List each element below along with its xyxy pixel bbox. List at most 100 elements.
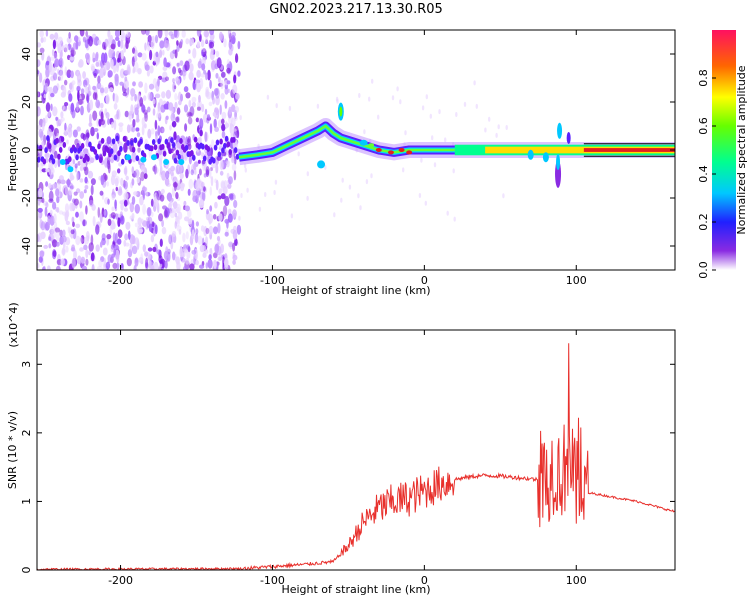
spectrogram-noise-blob <box>120 215 125 225</box>
spectrogram-noise-blob <box>147 216 153 225</box>
spectrogram-noise-blob <box>214 243 219 254</box>
spectrogram-noise-blob <box>126 31 131 38</box>
spectrogram-noise-blob <box>141 117 146 127</box>
spectrogram-noise-blob <box>74 35 79 42</box>
spectrogram-noise-blob <box>132 81 136 87</box>
spectrogram-noise-blob <box>136 132 141 138</box>
spectrogram-noise-blob <box>180 182 183 187</box>
spectrogram-noise-blob <box>156 190 162 201</box>
spectrogram-noise-blob <box>203 173 207 178</box>
spectrogram-noise-blob <box>67 226 71 234</box>
spectrogram-noise-blob <box>120 177 124 186</box>
spectrogram-noise-blob <box>232 252 236 258</box>
spectrogram-noise-blob <box>117 40 121 48</box>
spectrogram-noise-blob <box>169 200 173 206</box>
spectrogram-noise-blob <box>55 241 60 247</box>
spectrogram-noise-blob <box>169 124 172 131</box>
spectrogram-noise-blob <box>119 68 125 79</box>
spectrogram-noise-blob <box>138 81 144 88</box>
snr-frame <box>36 329 676 571</box>
spectrogram-noise-blob <box>55 116 58 121</box>
spectrogram-band-blob <box>184 144 189 151</box>
spectrogram-noise-blob <box>159 40 165 49</box>
spectrogram-band-blob <box>73 147 78 154</box>
spectrogram-noise-blob <box>125 221 131 230</box>
spectrogram-feature <box>542 152 549 163</box>
spectrogram-noise-blob <box>207 69 211 81</box>
spectrogram-noise-blob <box>95 69 100 74</box>
spectrogram-noise-blob <box>181 30 186 38</box>
spectrogram-noise-blob <box>224 257 229 268</box>
spectrogram-noise-blob <box>184 123 188 132</box>
spectrogram-noise-blob <box>54 227 61 233</box>
spectrogram-noise-blob <box>162 49 165 56</box>
spectrogram-noise-blob <box>170 165 176 172</box>
spectrogram-noise-blob <box>185 168 189 179</box>
x-tick-label: -200 <box>108 574 133 587</box>
spectrogram-noise-blob <box>174 101 178 109</box>
y-tick-label: 3 <box>20 361 33 368</box>
spectrogram-noise-blob <box>172 201 178 209</box>
snr-series-line <box>37 343 675 570</box>
spectrogram-noise-blob <box>89 157 95 164</box>
spectrogram-noise-blob <box>62 104 65 111</box>
spectrogram-noise-blob <box>475 103 478 109</box>
spectrogram-noise-blob <box>117 168 121 174</box>
spectrogram-noise-blob <box>212 226 219 235</box>
spectrogram-noise-blob <box>172 81 176 93</box>
spectrogram-band-blob <box>193 136 198 143</box>
spectrogram-noise-blob <box>59 59 63 66</box>
spectrogram-band-blob <box>232 136 236 143</box>
spectrogram-noise-blob <box>70 70 74 79</box>
spectrogram-noise-blob <box>205 262 208 269</box>
spectrogram-feature <box>556 154 561 170</box>
spectrogram-band-blob <box>46 135 50 142</box>
spectrogram-noise-blob <box>164 177 170 186</box>
spectrogram-noise-blob <box>44 82 49 93</box>
spectrogram-noise-blob <box>85 52 90 60</box>
spectrogram-noise-blob <box>123 44 127 53</box>
spectrogram-noise-blob <box>158 213 164 222</box>
spectrogram-band-blob <box>37 156 41 163</box>
spectrogram-band-blob <box>44 147 48 154</box>
spectrogram-noise-blob <box>208 225 214 235</box>
spectrogram-noise-blob <box>187 116 193 125</box>
y-tick-label: 1 <box>20 498 33 505</box>
spectrogram-noise-blob <box>502 193 505 199</box>
snr-multiplier: (x10^4) <box>7 302 20 347</box>
snr-x-axis-label: Height of straight line (km) <box>281 583 430 596</box>
spectrogram-band-blob <box>151 139 156 145</box>
spectrogram-noise-blob <box>97 39 102 46</box>
spectrogram-noise-blob <box>209 248 213 255</box>
spectrogram-noise-blob <box>54 32 59 40</box>
spectrogram-noise-blob <box>231 163 237 171</box>
spectrogram-noise-blob <box>57 157 61 168</box>
spectrogram-noise-blob <box>51 145 56 155</box>
spectrogram-noise-blob <box>83 244 88 251</box>
colorbar-tick-label: 0.8 <box>697 69 710 87</box>
spectrogram-noise-blob <box>144 82 148 94</box>
spectrogram-noise-blob <box>103 209 108 218</box>
spectrogram-noise-blob <box>198 168 202 176</box>
spectrogram-band-blob <box>168 148 172 155</box>
spectrogram-noise-blob <box>103 87 109 94</box>
x-tick-label: 100 <box>566 274 587 287</box>
spectrogram-noise-blob <box>120 263 124 269</box>
spectrogram-noise-blob <box>221 123 226 132</box>
spectrogram-noise-blob <box>107 198 110 205</box>
spectrogram-noise-blob <box>147 247 153 252</box>
spectrogram-noise-blob <box>205 227 210 235</box>
spectrogram-noise-blob <box>191 96 197 103</box>
spectrogram-noise-blob <box>109 225 113 236</box>
spectrogram-noise-blob <box>86 132 90 139</box>
spectrogram-noise-blob <box>148 223 153 232</box>
spectrogram-noise-blob <box>205 72 208 81</box>
spectrogram-noise-blob <box>156 249 162 255</box>
spectrogram-noise-blob <box>139 97 144 107</box>
spectrogram-noise-blob <box>85 249 89 259</box>
spectrogram-noise-blob <box>110 174 116 186</box>
spectrogram-noise-blob <box>216 57 222 69</box>
spectrogram-hotspot <box>398 148 405 152</box>
spectrogram-noise-blob <box>159 194 165 202</box>
